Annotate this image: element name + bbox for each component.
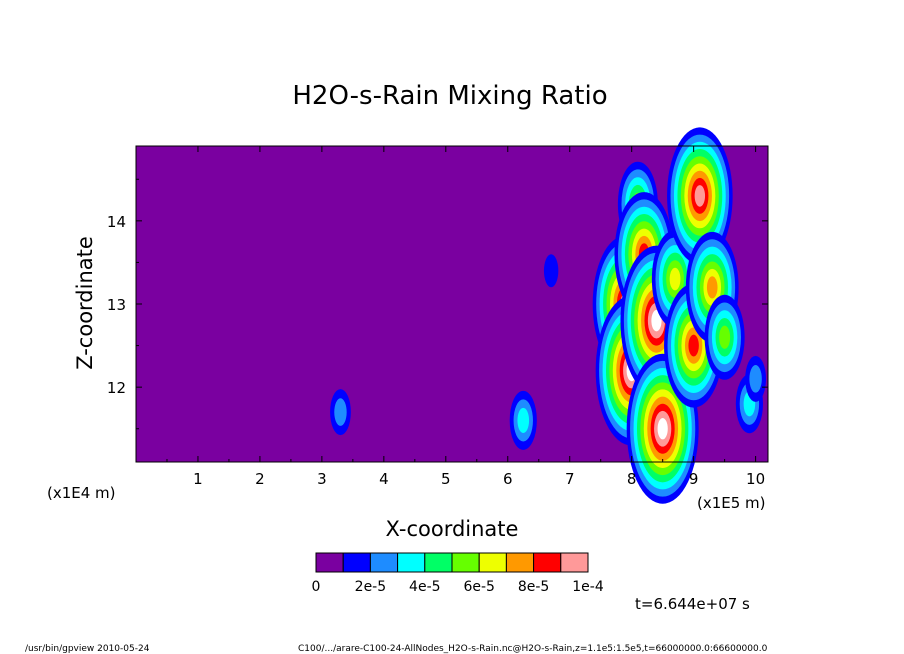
contour-level: [651, 309, 662, 332]
contour-level: [334, 398, 347, 426]
x-tick-label: 7: [565, 470, 575, 488]
x-axis: 1 2 3 4 5 6 7 8 9 10: [166, 146, 765, 488]
y-tick-label: 12: [107, 379, 126, 397]
contour-level: [688, 334, 699, 357]
x-tick-label: 6: [503, 470, 513, 488]
x-scale-label: (x1E5 m): [697, 494, 766, 512]
contour-cell: [667, 127, 733, 265]
x-tick-label: 10: [746, 470, 765, 488]
time-label: t=6.644e+07 s: [635, 595, 750, 613]
contour-cell: [330, 389, 351, 436]
contour-level: [749, 365, 762, 393]
y-axis-label: Z-coordinate: [73, 236, 97, 370]
contour-cell: [543, 254, 559, 288]
x-tick-label: 9: [689, 470, 699, 488]
colorbar: [315, 552, 589, 573]
colorbar-swatch: [315, 552, 344, 573]
contour-field: [136, 127, 768, 504]
colorbar-swatch: [342, 552, 371, 573]
colorbar-swatch: [478, 552, 507, 573]
chart-title: H2O-s-Rain Mixing Ratio: [292, 81, 607, 111]
y-axis: 12 13 14: [107, 178, 768, 430]
contour-cell: [626, 353, 699, 504]
z-scale-label: (x1E4 m): [47, 484, 116, 502]
contour-cell: [704, 294, 745, 380]
contour-level: [669, 267, 681, 291]
contour-level: [694, 185, 706, 207]
footer-program: /usr/bin/gpview 2010-05-24: [25, 644, 150, 654]
colorbar-label: 4e-5: [409, 579, 440, 595]
colorbar-swatch: [505, 552, 535, 573]
colorbar-label: 8e-5: [518, 579, 549, 595]
colorbar-label: 1e-4: [572, 579, 604, 595]
x-tick-label: 1: [193, 470, 203, 488]
x-axis-label: X-coordinate: [386, 517, 519, 541]
colorbar-swatch: [560, 552, 589, 573]
y-tick-label: 14: [107, 213, 126, 231]
colorbar-swatch: [424, 552, 453, 573]
x-tick-label: 4: [379, 470, 389, 488]
y-tick-label: 13: [107, 296, 126, 314]
x-tick-label: 8: [627, 470, 637, 488]
contour-cell: [745, 355, 767, 402]
footer-source: C100/.../arare-C100-24-AllNodes_H2O-s-Ra…: [298, 644, 768, 654]
colorbar-swatch: [451, 552, 480, 573]
colorbar-label: 0: [312, 579, 321, 595]
colorbar-swatch: [533, 552, 562, 573]
colorbar-swatch: [397, 552, 426, 573]
contour-level: [706, 276, 718, 299]
contour-cell: [509, 390, 537, 450]
contour-level: [543, 254, 559, 288]
contour-level: [657, 418, 668, 440]
colorbar-labels: 0 2e-5 4e-5 6e-5 8e-5 1e-4: [312, 579, 604, 595]
x-tick-label: 5: [441, 470, 451, 488]
x-tick-label: 3: [317, 470, 327, 488]
colorbar-swatch: [369, 552, 399, 573]
colorbar-label: 6e-5: [463, 579, 494, 595]
x-tick-label: 2: [255, 470, 265, 488]
contour-level: [719, 325, 731, 349]
colorbar-label: 2e-5: [355, 579, 386, 595]
contour-level: [517, 407, 530, 434]
